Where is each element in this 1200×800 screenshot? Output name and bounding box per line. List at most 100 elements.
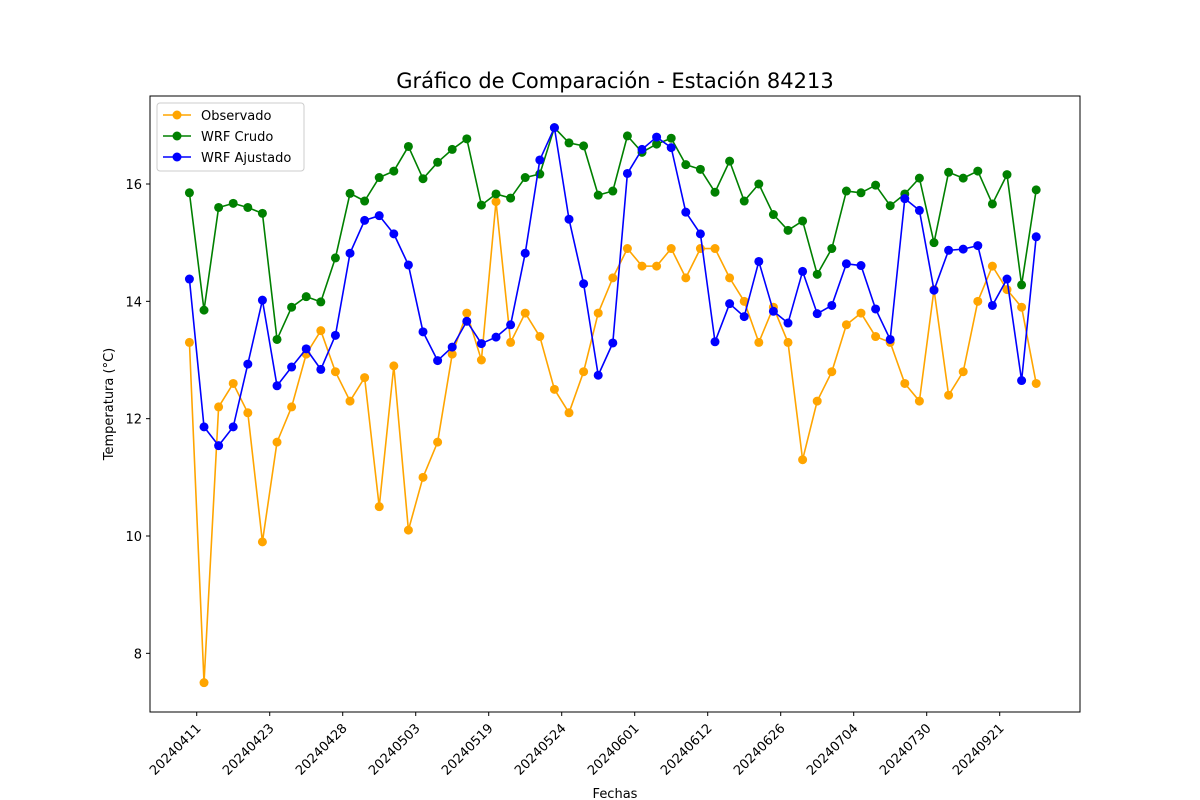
data-point: [301, 344, 311, 354]
data-point: [768, 210, 778, 220]
data-point: [462, 308, 472, 318]
data-point: [520, 308, 530, 318]
data-point: [1031, 232, 1041, 242]
legend-marker: [172, 131, 182, 141]
data-point: [710, 337, 720, 347]
legend-item: WRF Ajustado: [163, 151, 291, 166]
data-point: [739, 196, 749, 206]
data-point: [257, 208, 267, 218]
y-tick-label: 8: [134, 647, 142, 662]
data-point: [900, 194, 910, 204]
data-point: [184, 337, 194, 347]
data-point: [841, 259, 851, 269]
data-point: [228, 422, 238, 432]
data-point: [184, 274, 194, 284]
data-point: [973, 166, 983, 176]
data-point: [827, 300, 837, 310]
data-point: [871, 332, 881, 342]
data-point: [403, 141, 413, 151]
data-point: [491, 189, 501, 199]
data-point: [929, 238, 939, 248]
data-point: [812, 396, 822, 406]
data-point: [652, 132, 662, 142]
data-point: [257, 295, 267, 305]
data-point: [1017, 376, 1027, 386]
data-point: [841, 186, 851, 196]
data-point: [622, 168, 632, 178]
data-point: [579, 279, 589, 289]
data-point: [403, 525, 413, 535]
series-wrf-crudo: [184, 123, 1041, 344]
data-point: [944, 390, 954, 400]
data-point: [856, 308, 866, 318]
data-point: [987, 261, 997, 271]
series-wrf-ajustado: [184, 123, 1041, 451]
data-point: [199, 305, 209, 315]
data-point: [433, 157, 443, 167]
data-point: [973, 241, 983, 251]
data-point: [739, 296, 749, 306]
data-point: [1017, 302, 1027, 312]
data-point: [564, 214, 574, 224]
data-point: [491, 197, 501, 207]
data-point: [1031, 185, 1041, 195]
data-point: [243, 359, 253, 369]
y-tick-label: 10: [125, 530, 142, 545]
data-point: [944, 167, 954, 177]
legend-marker: [172, 152, 182, 162]
data-point: [199, 678, 209, 688]
data-point: [885, 201, 895, 211]
data-point: [798, 455, 808, 465]
data-point: [593, 308, 603, 318]
data-point: [754, 337, 764, 347]
legend-label: Observado: [201, 109, 272, 124]
data-point: [389, 361, 399, 371]
data-point: [330, 367, 340, 377]
data-point: [914, 396, 924, 406]
data-point: [973, 296, 983, 306]
data-point: [549, 123, 559, 133]
data-point: [520, 173, 530, 183]
data-point: [228, 198, 238, 208]
data-point: [184, 188, 194, 198]
data-point: [637, 144, 647, 154]
data-point: [929, 285, 939, 295]
data-point: [768, 306, 778, 316]
data-point: [316, 297, 326, 307]
data-point: [374, 211, 384, 221]
data-point: [812, 269, 822, 279]
data-point: [345, 188, 355, 198]
data-point: [841, 320, 851, 330]
data-point: [1002, 285, 1012, 295]
data-point: [287, 302, 297, 312]
data-point: [374, 173, 384, 183]
data-point: [301, 292, 311, 302]
legend-label: WRF Crudo: [201, 130, 273, 145]
data-point: [476, 200, 486, 210]
data-point: [506, 337, 516, 347]
data-point: [885, 334, 895, 344]
data-point: [272, 381, 282, 391]
data-point: [330, 330, 340, 340]
data-point: [593, 190, 603, 200]
data-point: [987, 199, 997, 209]
data-point: [360, 196, 370, 206]
data-point: [579, 367, 589, 377]
data-point: [418, 174, 428, 184]
data-point: [725, 273, 735, 283]
data-point: [783, 337, 793, 347]
legend-marker: [172, 110, 182, 120]
y-axis-title: Temperatura (°C): [102, 348, 117, 461]
data-point: [914, 205, 924, 215]
y-tick-label: 12: [125, 413, 142, 428]
data-point: [754, 256, 764, 266]
series-observado: [184, 197, 1041, 688]
data-point: [535, 332, 545, 342]
data-point: [871, 304, 881, 314]
data-point: [652, 261, 662, 271]
data-point: [856, 188, 866, 198]
legend-box: [156, 102, 305, 172]
data-point: [214, 402, 224, 412]
data-point: [257, 537, 267, 547]
